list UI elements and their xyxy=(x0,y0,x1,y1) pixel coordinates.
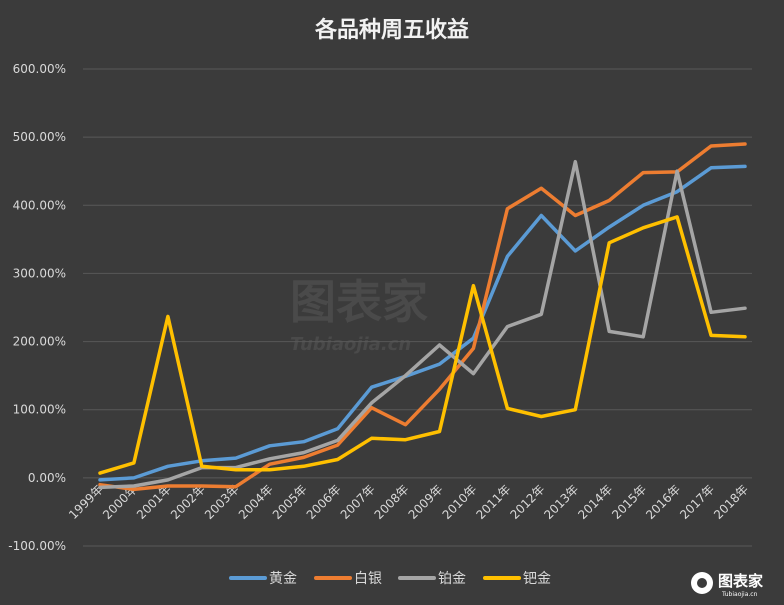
watermark-text: 图表家 xyxy=(290,275,428,329)
logo-text: 图表家 xyxy=(718,572,763,590)
legend-label: 白银 xyxy=(354,571,382,587)
x-tick-label: 2009年 xyxy=(406,482,446,522)
legend-label: 铂金 xyxy=(438,571,466,587)
x-tick-label: 2006年 xyxy=(304,482,344,522)
y-tick-label: 0.00% xyxy=(28,471,66,485)
series-lines xyxy=(98,142,747,492)
y-tick-label: 100.00% xyxy=(13,403,66,417)
x-tick-label: 2012年 xyxy=(507,482,547,522)
legend: 黄金 白银 铂金 钯金 xyxy=(229,570,551,587)
x-tick-label: 2014年 xyxy=(575,482,615,522)
x-tick-label: 2016年 xyxy=(643,482,683,522)
x-tick-label: 2005年 xyxy=(270,482,310,522)
y-tick-label: 400.00% xyxy=(13,198,66,212)
x-tick-label: 2015年 xyxy=(609,482,649,522)
x-tick-label: 2007年 xyxy=(338,482,378,522)
y-tick-label: 500.00% xyxy=(13,130,66,144)
watermark-subtext: Tubiaojia.cn xyxy=(290,334,411,355)
logo-icon-inner xyxy=(697,578,707,588)
x-tick-label: 2010年 xyxy=(440,482,480,522)
y-tick-label: 200.00% xyxy=(13,335,66,349)
logo-subtext: Tubiaojia.cn xyxy=(721,591,758,598)
chart-title: 各品种周五收益 xyxy=(314,17,469,43)
x-tick-label: 2002年 xyxy=(168,482,208,522)
y-axis-ticks: 600.00% 500.00% 400.00% 300.00% 200.00% 100.0… xyxy=(8,62,66,553)
brand-logo: 图表家 Tubiaojia.cn xyxy=(691,572,763,598)
y-tick-label: 600.00% xyxy=(13,62,66,76)
legend-label: 黄金 xyxy=(269,570,297,587)
x-tick-label: 2004年 xyxy=(236,482,276,522)
y-tick-label: -100.00% xyxy=(8,539,66,553)
x-tick-label: 2008年 xyxy=(372,482,412,522)
legend-label: 钯金 xyxy=(523,571,551,587)
x-tick-label: 2013年 xyxy=(541,482,581,522)
x-tick-label: 2017年 xyxy=(677,482,717,522)
watermark: 图表家 Tubiaojia.cn xyxy=(290,275,428,355)
x-axis-ticks: 1999年2000年2001年2002年2003年2004年2005年2006年… xyxy=(66,482,751,522)
series-line xyxy=(98,164,747,482)
series-line xyxy=(98,142,747,492)
x-tick-label: 2011年 xyxy=(474,482,514,522)
series-line xyxy=(98,215,747,475)
y-tick-label: 300.00% xyxy=(13,266,66,280)
x-tick-label: 2018年 xyxy=(711,482,751,522)
